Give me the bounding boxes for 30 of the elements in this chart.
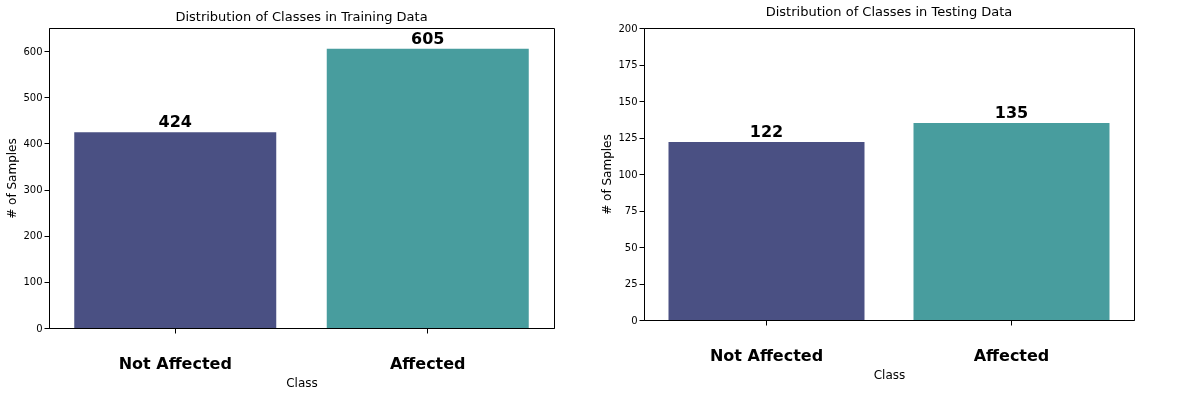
y-tick-label: 300 [23,184,43,196]
x-axis-title: Class [873,367,906,382]
y-axis-title: # of Samples [600,134,615,215]
y-tick-label: 100 [23,276,43,288]
data-label: 424 [158,112,192,132]
y-tick-label: 75 [624,205,638,216]
x-tick-label: Not Affected [709,345,824,365]
y-tick-label: 50 [624,241,638,253]
x-tick-label: Not Affected [118,353,232,373]
y-tick-label: 400 [23,137,43,149]
chart-title: Distribution of Classes in Training Data [175,9,428,24]
y-tick-label: 125 [618,132,638,143]
y-tick-label: 150 [618,95,638,107]
data-label: 135 [994,102,1029,122]
y-tick-label: 500 [23,91,43,103]
x-axis-title: Class [286,375,318,390]
y-axis-title: # of Samples [5,138,20,219]
y-tick-label: 100 [618,168,638,180]
x-tick-label: Affected [389,353,466,373]
data-label: 605 [411,28,445,48]
y-tick-label: 0 [36,322,43,334]
y-tick-label: 25 [624,278,638,289]
y-tick-label: 200 [23,230,43,242]
y-tick-label: 0 [631,314,638,326]
y-tick-label: 600 [23,45,43,57]
x-tick-label: Affected [973,345,1050,365]
y-tick-label: 200 [618,22,638,34]
chart-title: Distribution of Classes in Testing Data [765,4,1013,19]
data-label: 122 [749,121,784,141]
y-tick-label: 175 [618,59,638,70]
